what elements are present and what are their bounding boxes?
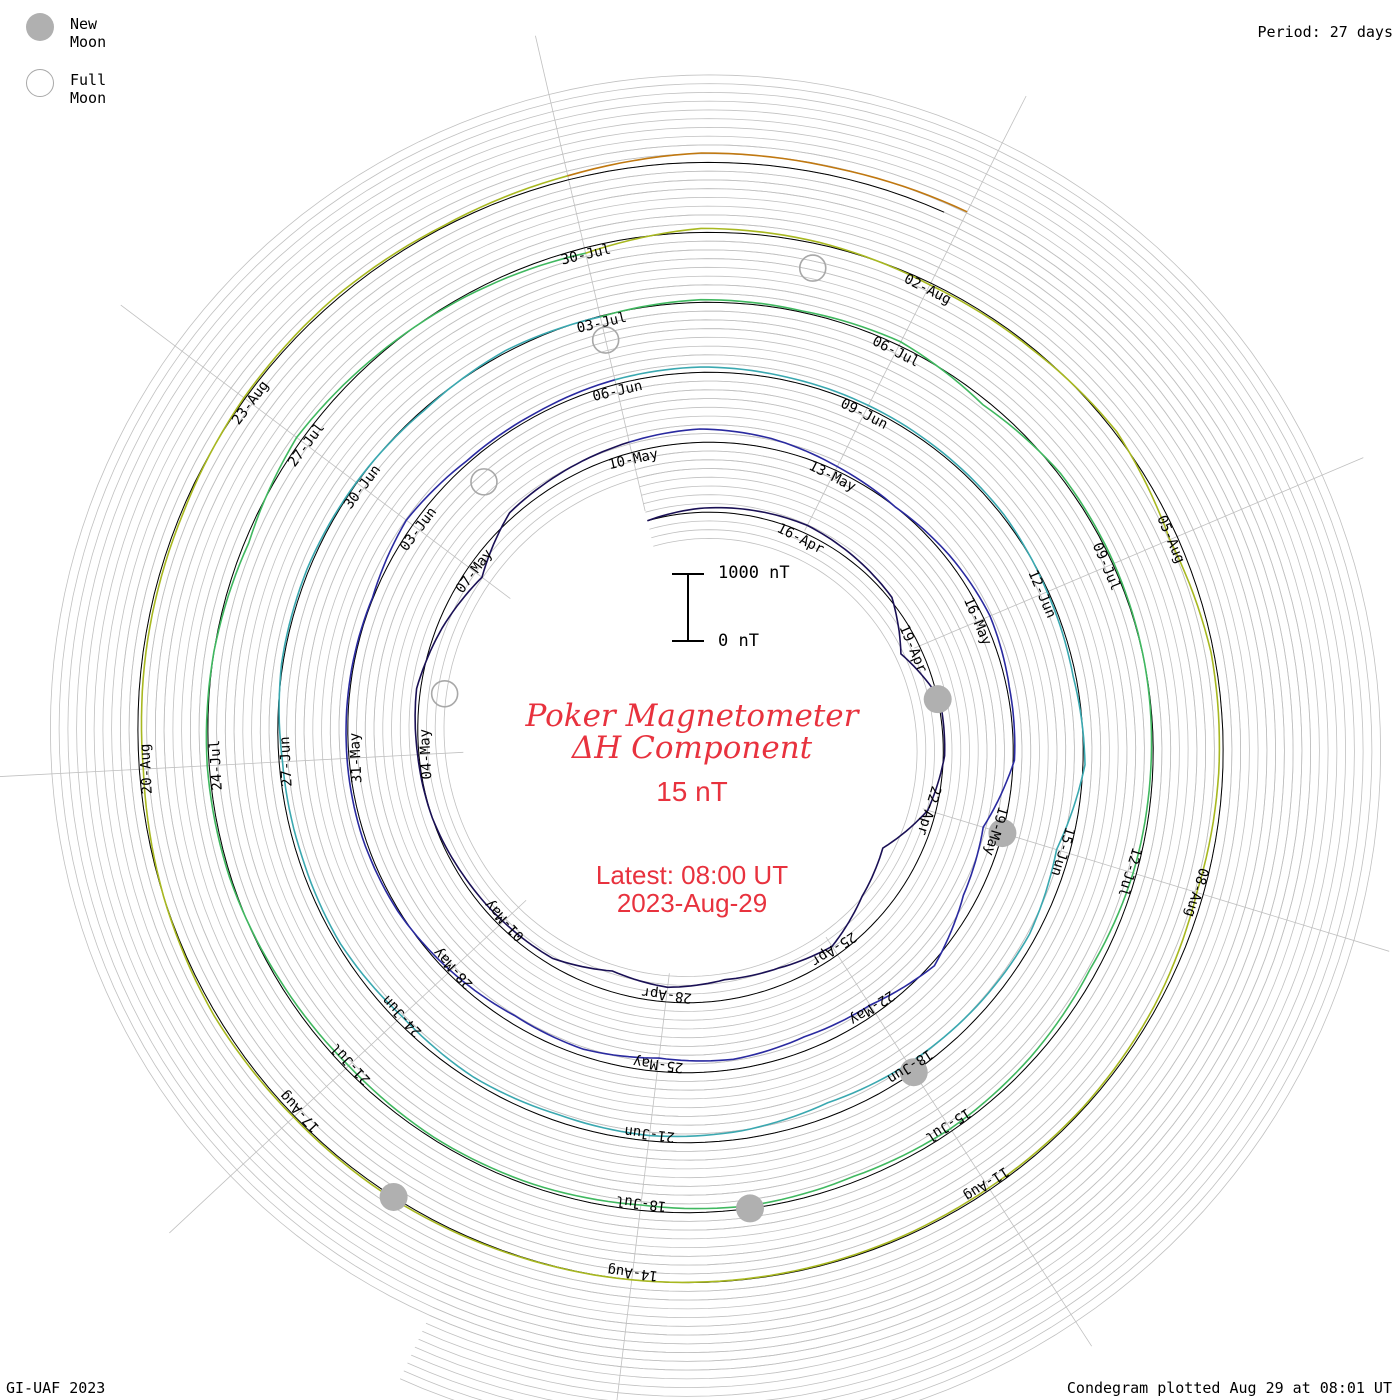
full-moon-marker	[430, 680, 459, 708]
baseline-spiral	[137, 161, 1224, 1284]
title-line-2: ΔH Component	[571, 730, 813, 766]
date-label: 07-May	[453, 546, 496, 596]
period-label: Period: 27 days	[1257, 23, 1393, 41]
grid-spiral	[93, 118, 1338, 1397]
scale-top-label: 1000 nT	[718, 563, 790, 583]
radial-spoke	[0, 751, 464, 777]
legend-full-moon-label: Full Moon	[70, 71, 107, 107]
dh-series-turn-3	[278, 316, 1086, 1138]
legend-new-moon-label: New Moon	[70, 15, 107, 51]
grid-spiral	[76, 100, 1355, 1400]
series-layer	[140, 152, 1221, 1284]
date-label: 14-Aug	[607, 1262, 659, 1284]
full-moon-icon	[26, 69, 54, 97]
dh-series-turn-1	[414, 441, 946, 989]
date-label: 28-May	[430, 944, 476, 992]
new-moon-marker	[379, 1182, 408, 1211]
new-moon-icon	[26, 13, 54, 41]
date-label: 25-May	[632, 1053, 684, 1075]
date-label: 21-Jul	[328, 1040, 374, 1088]
footer-right: Condegram plotted Aug 29 at 08:01 UT	[1066, 1379, 1392, 1397]
radial-spoke	[804, 95, 1027, 531]
chart-title: Poker Magnetometer ΔH Component	[492, 700, 892, 764]
radial-spoke	[914, 457, 1364, 649]
date-label: 30-Jun	[341, 462, 384, 512]
full-moon-marker	[798, 254, 827, 282]
dh-series-turn-5	[140, 175, 1221, 1284]
date-label: 28-Apr	[641, 984, 693, 1006]
date-label: 22-May	[846, 987, 897, 1028]
date-label: 18-Jul	[615, 1192, 667, 1214]
baseline-layer	[137, 161, 1224, 1284]
date-label: 11-Aug	[961, 1163, 1012, 1204]
new-moon-marker	[988, 819, 1017, 848]
new-moon-marker	[923, 685, 952, 714]
spokes-layer	[0, 35, 1390, 1400]
grid-spiral	[84, 109, 1347, 1400]
new-moon-marker	[735, 1194, 764, 1223]
grid-spiral	[49, 74, 1382, 1400]
latest-block: Latest: 08:00 UT 2023-Aug-29	[492, 861, 892, 917]
date-label: 24-Jun	[379, 992, 425, 1040]
radial-spoke	[535, 35, 646, 512]
date-label: 21-Jun	[624, 1123, 676, 1145]
dh-series-turn-6	[567, 152, 968, 213]
date-label: 30-Jul	[560, 242, 613, 269]
latest-date: 2023-Aug-29	[616, 888, 768, 918]
date-label: 16-May	[960, 595, 994, 648]
date-label: 12-Jun	[1024, 568, 1058, 621]
grid-spiral	[58, 83, 1373, 1400]
dh-series-turn-2	[345, 379, 1016, 1062]
grid-spiral	[102, 126, 1329, 1389]
date-label: 02-Aug	[901, 271, 953, 308]
date-label: 05-Aug	[1153, 513, 1187, 566]
title-line-1: Poker Magnetometer	[525, 698, 859, 734]
date-label: 17-Aug	[277, 1087, 323, 1135]
date-label: 04-May	[417, 729, 436, 780]
radial-spoke	[169, 899, 527, 1234]
scale-bar	[672, 573, 704, 642]
dh-series-turn-4	[205, 252, 1153, 1210]
date-label: 10-May	[607, 446, 660, 473]
grid-spiral	[111, 135, 1320, 1380]
radial-spoke	[120, 304, 511, 599]
units-label: 15 nT	[656, 776, 728, 807]
radial-spoke	[616, 973, 670, 1400]
moon-layer	[379, 254, 1017, 1223]
scale-bottom-label: 0 nT	[718, 631, 759, 651]
latest-time: Latest: 08:00 UT	[595, 860, 789, 890]
footer-left: GI-UAF 2023	[6, 1379, 106, 1397]
date-label: 03-Jul	[575, 310, 628, 337]
full-moon-marker	[591, 326, 620, 354]
date-label: 27-Jun	[277, 736, 296, 787]
date-label: 06-Jun	[591, 378, 644, 405]
new-moon-marker	[899, 1058, 928, 1087]
date-label: 31-May	[347, 732, 366, 783]
date-label: 03-Jun	[397, 504, 440, 554]
date-label: 24-Jul	[207, 740, 226, 791]
date-label: 20-Aug	[137, 743, 156, 794]
date-label: 09-Jul	[1089, 540, 1123, 593]
full-moon-marker	[470, 468, 498, 496]
